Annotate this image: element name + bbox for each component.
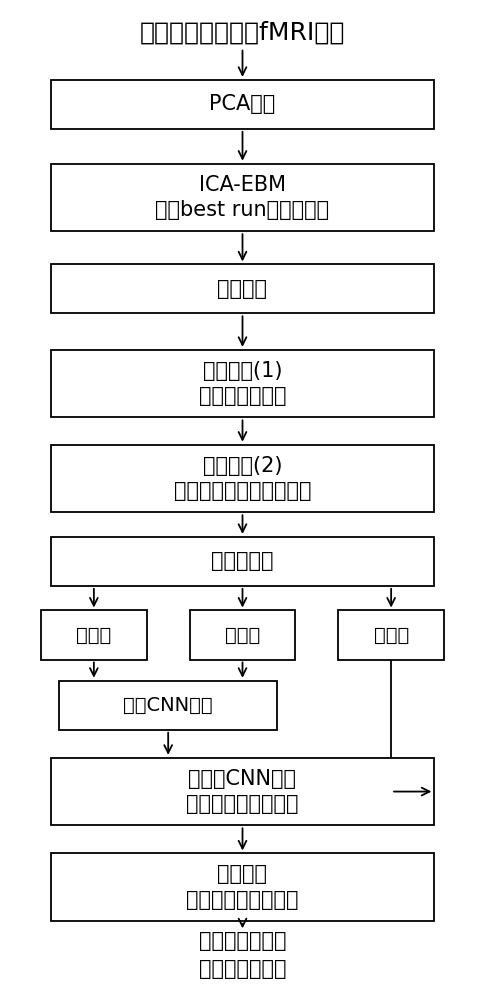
Bar (51, 853, 433, 921)
Text: 代入公式(1)
构建单被试掩蔽: 代入公式(1) 构建单被试掩蔽 (198, 361, 286, 406)
Text: ICA-EBM
提取best run感兴趣成分: ICA-EBM 提取best run感兴趣成分 (155, 175, 329, 220)
Bar (51, 350, 433, 417)
Text: 训练CNN网络: 训练CNN网络 (123, 696, 212, 715)
Text: 代入公式(2)
相位消噪得三维空间估计: 代入公式(2) 相位消噪得三维空间估计 (173, 456, 311, 501)
Bar (51, 537, 433, 586)
Bar (338, 610, 443, 660)
Text: 训练集: 训练集 (76, 625, 111, 644)
Bar (59, 681, 277, 730)
Text: 多被试静息态复数fMRI数据: 多被试静息态复数fMRI数据 (139, 20, 345, 44)
Text: 被试决策
计算被试识别准确率: 被试决策 计算被试识别准确率 (186, 864, 298, 910)
Bar (51, 264, 433, 313)
Bar (189, 610, 295, 660)
Bar (51, 164, 433, 231)
Text: 验证集: 验证集 (225, 625, 259, 644)
Bar (51, 758, 433, 825)
Text: 构建样本集: 构建样本集 (211, 551, 273, 571)
Text: 相位校正: 相位校正 (217, 279, 267, 299)
Text: 切片识别准确率
被试识别准确率: 切片识别准确率 被试识别准确率 (198, 931, 286, 979)
Text: 测试集: 测试集 (373, 625, 408, 644)
Bar (51, 80, 433, 129)
Text: PCA降维: PCA降维 (209, 94, 275, 114)
Bar (41, 610, 146, 660)
Text: 已训练CNN网络
计算切片识别准确率: 已训练CNN网络 计算切片识别准确率 (186, 769, 298, 814)
Bar (51, 445, 433, 512)
